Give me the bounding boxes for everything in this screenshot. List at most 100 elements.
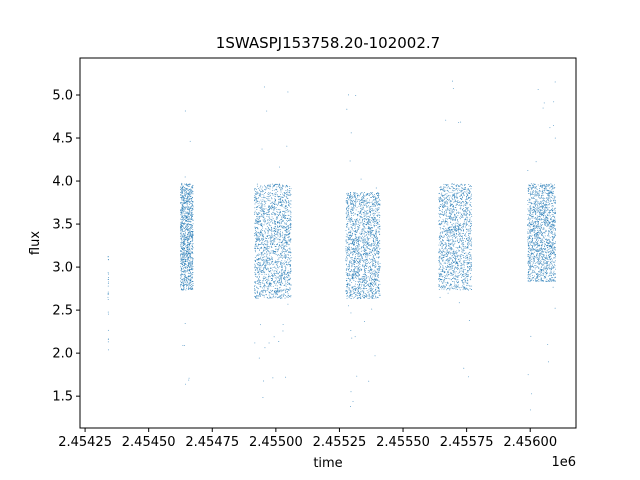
data-point bbox=[281, 297, 283, 299]
data-point bbox=[286, 207, 288, 208]
data-point bbox=[261, 234, 263, 236]
data-point bbox=[254, 272, 256, 274]
data-point bbox=[348, 193, 350, 195]
data-point bbox=[108, 281, 109, 283]
data-point bbox=[191, 256, 193, 258]
data-point bbox=[374, 219, 376, 221]
data-point bbox=[290, 225, 292, 227]
data-point bbox=[265, 260, 267, 262]
data-point bbox=[185, 234, 187, 236]
data-point bbox=[345, 251, 347, 253]
data-point bbox=[354, 272, 356, 274]
data-point bbox=[368, 283, 369, 285]
data-point bbox=[457, 228, 459, 229]
data-point bbox=[185, 249, 187, 251]
data-point bbox=[445, 262, 446, 264]
data-point bbox=[351, 214, 353, 216]
data-point bbox=[268, 228, 270, 230]
data-point bbox=[359, 219, 361, 221]
data-point bbox=[181, 199, 183, 201]
data-point bbox=[189, 268, 191, 270]
data-point bbox=[271, 278, 272, 279]
data-point bbox=[367, 236, 369, 238]
data-point bbox=[350, 246, 352, 248]
data-point bbox=[269, 186, 271, 188]
data-point bbox=[262, 209, 264, 211]
data-point bbox=[184, 183, 185, 185]
data-point bbox=[290, 269, 292, 270]
data-point bbox=[188, 279, 190, 281]
data-point bbox=[182, 197, 184, 199]
data-point bbox=[263, 220, 265, 222]
data-point bbox=[377, 275, 379, 277]
data-point bbox=[190, 264, 191, 266]
data-point bbox=[184, 270, 186, 272]
data-point bbox=[290, 207, 292, 209]
data-point bbox=[280, 188, 282, 190]
data-point bbox=[290, 188, 292, 190]
data-point bbox=[190, 198, 192, 200]
data-point bbox=[276, 229, 278, 231]
data-point bbox=[180, 233, 182, 235]
data-point bbox=[285, 241, 287, 243]
data-point bbox=[352, 202, 354, 204]
data-point bbox=[186, 276, 188, 278]
data-point bbox=[358, 284, 360, 286]
data-point bbox=[287, 190, 288, 192]
data-point bbox=[192, 224, 194, 226]
data-point bbox=[365, 222, 367, 224]
data-point bbox=[274, 233, 276, 235]
data-point bbox=[375, 220, 376, 222]
data-point bbox=[186, 247, 188, 249]
data-point bbox=[182, 242, 184, 244]
data-point bbox=[277, 287, 279, 289]
data-point bbox=[374, 278, 376, 280]
data-point bbox=[278, 185, 280, 187]
data-point bbox=[267, 247, 268, 249]
data-point bbox=[277, 272, 279, 274]
data-point bbox=[283, 263, 285, 265]
data-point bbox=[189, 189, 191, 191]
data-point bbox=[182, 267, 184, 269]
data-point bbox=[256, 270, 258, 272]
data-point bbox=[266, 195, 268, 197]
data-point bbox=[282, 227, 283, 229]
data-point bbox=[270, 292, 272, 294]
data-point bbox=[257, 295, 259, 297]
data-point bbox=[263, 287, 265, 289]
data-point bbox=[274, 277, 276, 279]
data-point bbox=[290, 200, 292, 202]
data-point bbox=[188, 264, 190, 266]
data-point bbox=[375, 265, 377, 267]
data-point bbox=[353, 260, 354, 262]
data-point bbox=[276, 261, 278, 263]
data-point bbox=[373, 214, 375, 216]
data-point bbox=[350, 297, 352, 299]
data-point bbox=[373, 286, 375, 287]
data-point bbox=[278, 296, 280, 298]
data-point bbox=[283, 279, 285, 281]
data-point bbox=[354, 268, 356, 270]
data-point bbox=[260, 207, 262, 209]
data-point bbox=[378, 268, 380, 270]
data-point bbox=[277, 297, 279, 299]
data-point bbox=[262, 259, 264, 261]
data-point bbox=[367, 270, 369, 272]
data-point bbox=[361, 238, 363, 240]
data-point bbox=[374, 241, 376, 243]
data-point bbox=[348, 249, 350, 251]
data-point bbox=[263, 211, 265, 212]
data-point bbox=[266, 243, 268, 245]
data-point bbox=[369, 196, 371, 198]
data-point bbox=[257, 272, 258, 274]
data-point bbox=[274, 288, 276, 289]
data-point bbox=[180, 209, 182, 211]
data-point bbox=[376, 291, 378, 293]
data-point bbox=[345, 258, 347, 260]
data-point bbox=[374, 257, 375, 259]
data-point bbox=[282, 243, 284, 245]
data-point bbox=[278, 258, 280, 260]
data-point bbox=[267, 269, 269, 271]
data-point bbox=[369, 272, 371, 274]
data-point bbox=[345, 256, 347, 258]
